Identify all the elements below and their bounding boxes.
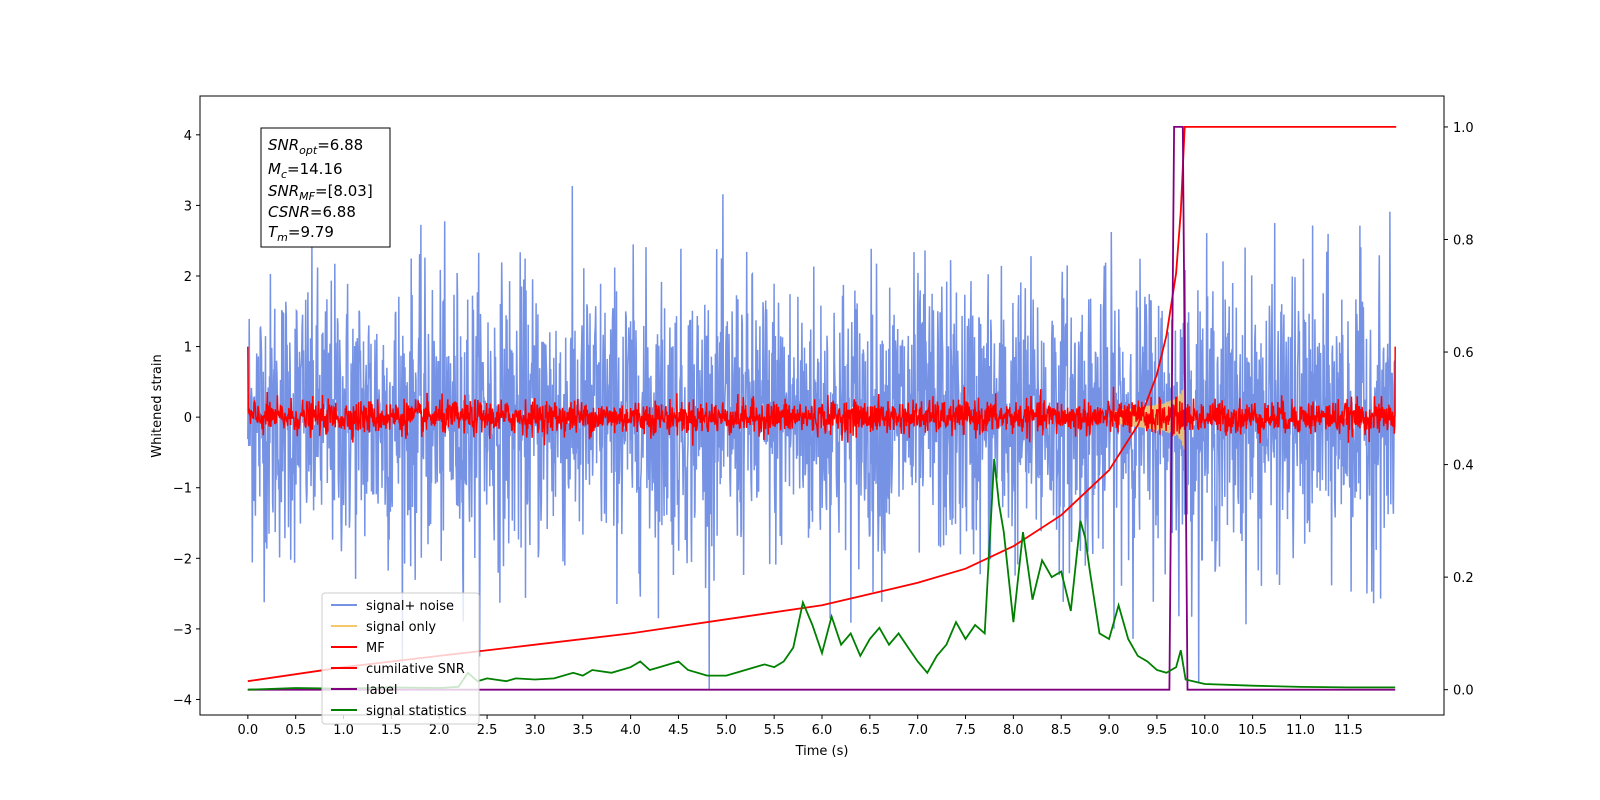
y-tick-label: 0 xyxy=(184,411,192,426)
series-cumulative-snr-line xyxy=(247,126,1397,683)
y-tick-label: −2 xyxy=(173,552,192,567)
x-tick-label: 11.0 xyxy=(1286,723,1315,738)
legend-label: signal+ noise xyxy=(366,599,454,614)
x-tick-label: 0.0 xyxy=(238,723,259,738)
x-tick-label: 8.0 xyxy=(1003,723,1024,738)
y2-tick-label: 0.8 xyxy=(1453,233,1474,248)
plot-area xyxy=(247,126,1397,691)
x-tick-label: 8.5 xyxy=(1051,723,1072,738)
annotation-snr-opt: SNRopt=6.88 xyxy=(268,136,363,157)
x-tick-label: 7.5 xyxy=(955,723,976,738)
annotation-csnr: CSNR=6.88 xyxy=(268,203,356,221)
x-tick-label: 3.0 xyxy=(525,723,546,738)
legend-label: MF xyxy=(366,641,385,656)
legend: signal+ noise signal only MF cumilative SNR… xyxy=(321,592,480,725)
x-tick-label: 11.5 xyxy=(1334,723,1363,738)
legend-label: cumilative SNR xyxy=(366,662,465,677)
x-tick-label: 1.0 xyxy=(333,723,354,738)
series-mf-line xyxy=(247,346,1396,446)
x-tick-label: 9.5 xyxy=(1147,723,1168,738)
annotation-tm: Tm=9.79 xyxy=(268,223,334,244)
x-tick-label: 7.0 xyxy=(907,723,928,738)
legend-label: signal only xyxy=(366,620,436,635)
x-tick-label: 9.0 xyxy=(1099,723,1120,738)
y2-tick-label: 0.4 xyxy=(1453,459,1474,474)
y2-tick-label: 0.6 xyxy=(1453,346,1474,361)
y-tick-label: −3 xyxy=(173,623,192,638)
y-tick-label: 4 xyxy=(184,129,192,144)
legend-label: signal statistics xyxy=(366,704,467,719)
x-tick-label: 1.5 xyxy=(381,723,402,738)
y-tick-label: 1 xyxy=(184,341,192,356)
y2-tick-label: 1.0 xyxy=(1453,121,1474,136)
x-axis-label: Time (s) xyxy=(795,744,849,759)
annotation-mc: Mc=14.16 xyxy=(268,160,343,181)
series-label-line xyxy=(247,126,1396,691)
y-axis-label: Whitened strain xyxy=(150,354,165,457)
x-tick-label: 0.5 xyxy=(285,723,306,738)
y-tick-label: −1 xyxy=(173,482,192,497)
x-tick-label: 2.0 xyxy=(429,723,450,738)
y-tick-label: −4 xyxy=(173,693,192,708)
axis-ticks: 0.0 0.5 1.0 1.5 2.0 2.5 3.0 3.5 4.0 4.5 5.0 5.5 6.0 6… xyxy=(173,121,1474,738)
y2-tick-label: 0.2 xyxy=(1453,571,1474,586)
x-tick-label: 6.0 xyxy=(812,723,833,738)
x-tick-label: 10.0 xyxy=(1190,723,1219,738)
x-tick-label: 4.5 xyxy=(668,723,689,738)
x-tick-label: 2.5 xyxy=(477,723,498,738)
annotation-box: SNRopt=6.88 Mc=14.16 SNRMF=[8.03] CSNR=6… xyxy=(260,127,391,248)
x-tick-label: 5.5 xyxy=(764,723,785,738)
y2-tick-label: 0.0 xyxy=(1453,684,1474,699)
annotation-snr-mf: SNRMF=[8.03] xyxy=(268,182,373,203)
series-signal-statistics-line xyxy=(247,458,1396,691)
x-tick-label: 4.0 xyxy=(620,723,641,738)
x-tick-label: 10.5 xyxy=(1238,723,1267,738)
legend-label: label xyxy=(366,683,397,698)
x-tick-label: 6.5 xyxy=(860,723,881,738)
x-tick-label: 3.5 xyxy=(572,723,593,738)
y-tick-label: 2 xyxy=(184,270,192,285)
y-tick-label: 3 xyxy=(184,199,192,214)
x-tick-label: 5.0 xyxy=(716,723,737,738)
